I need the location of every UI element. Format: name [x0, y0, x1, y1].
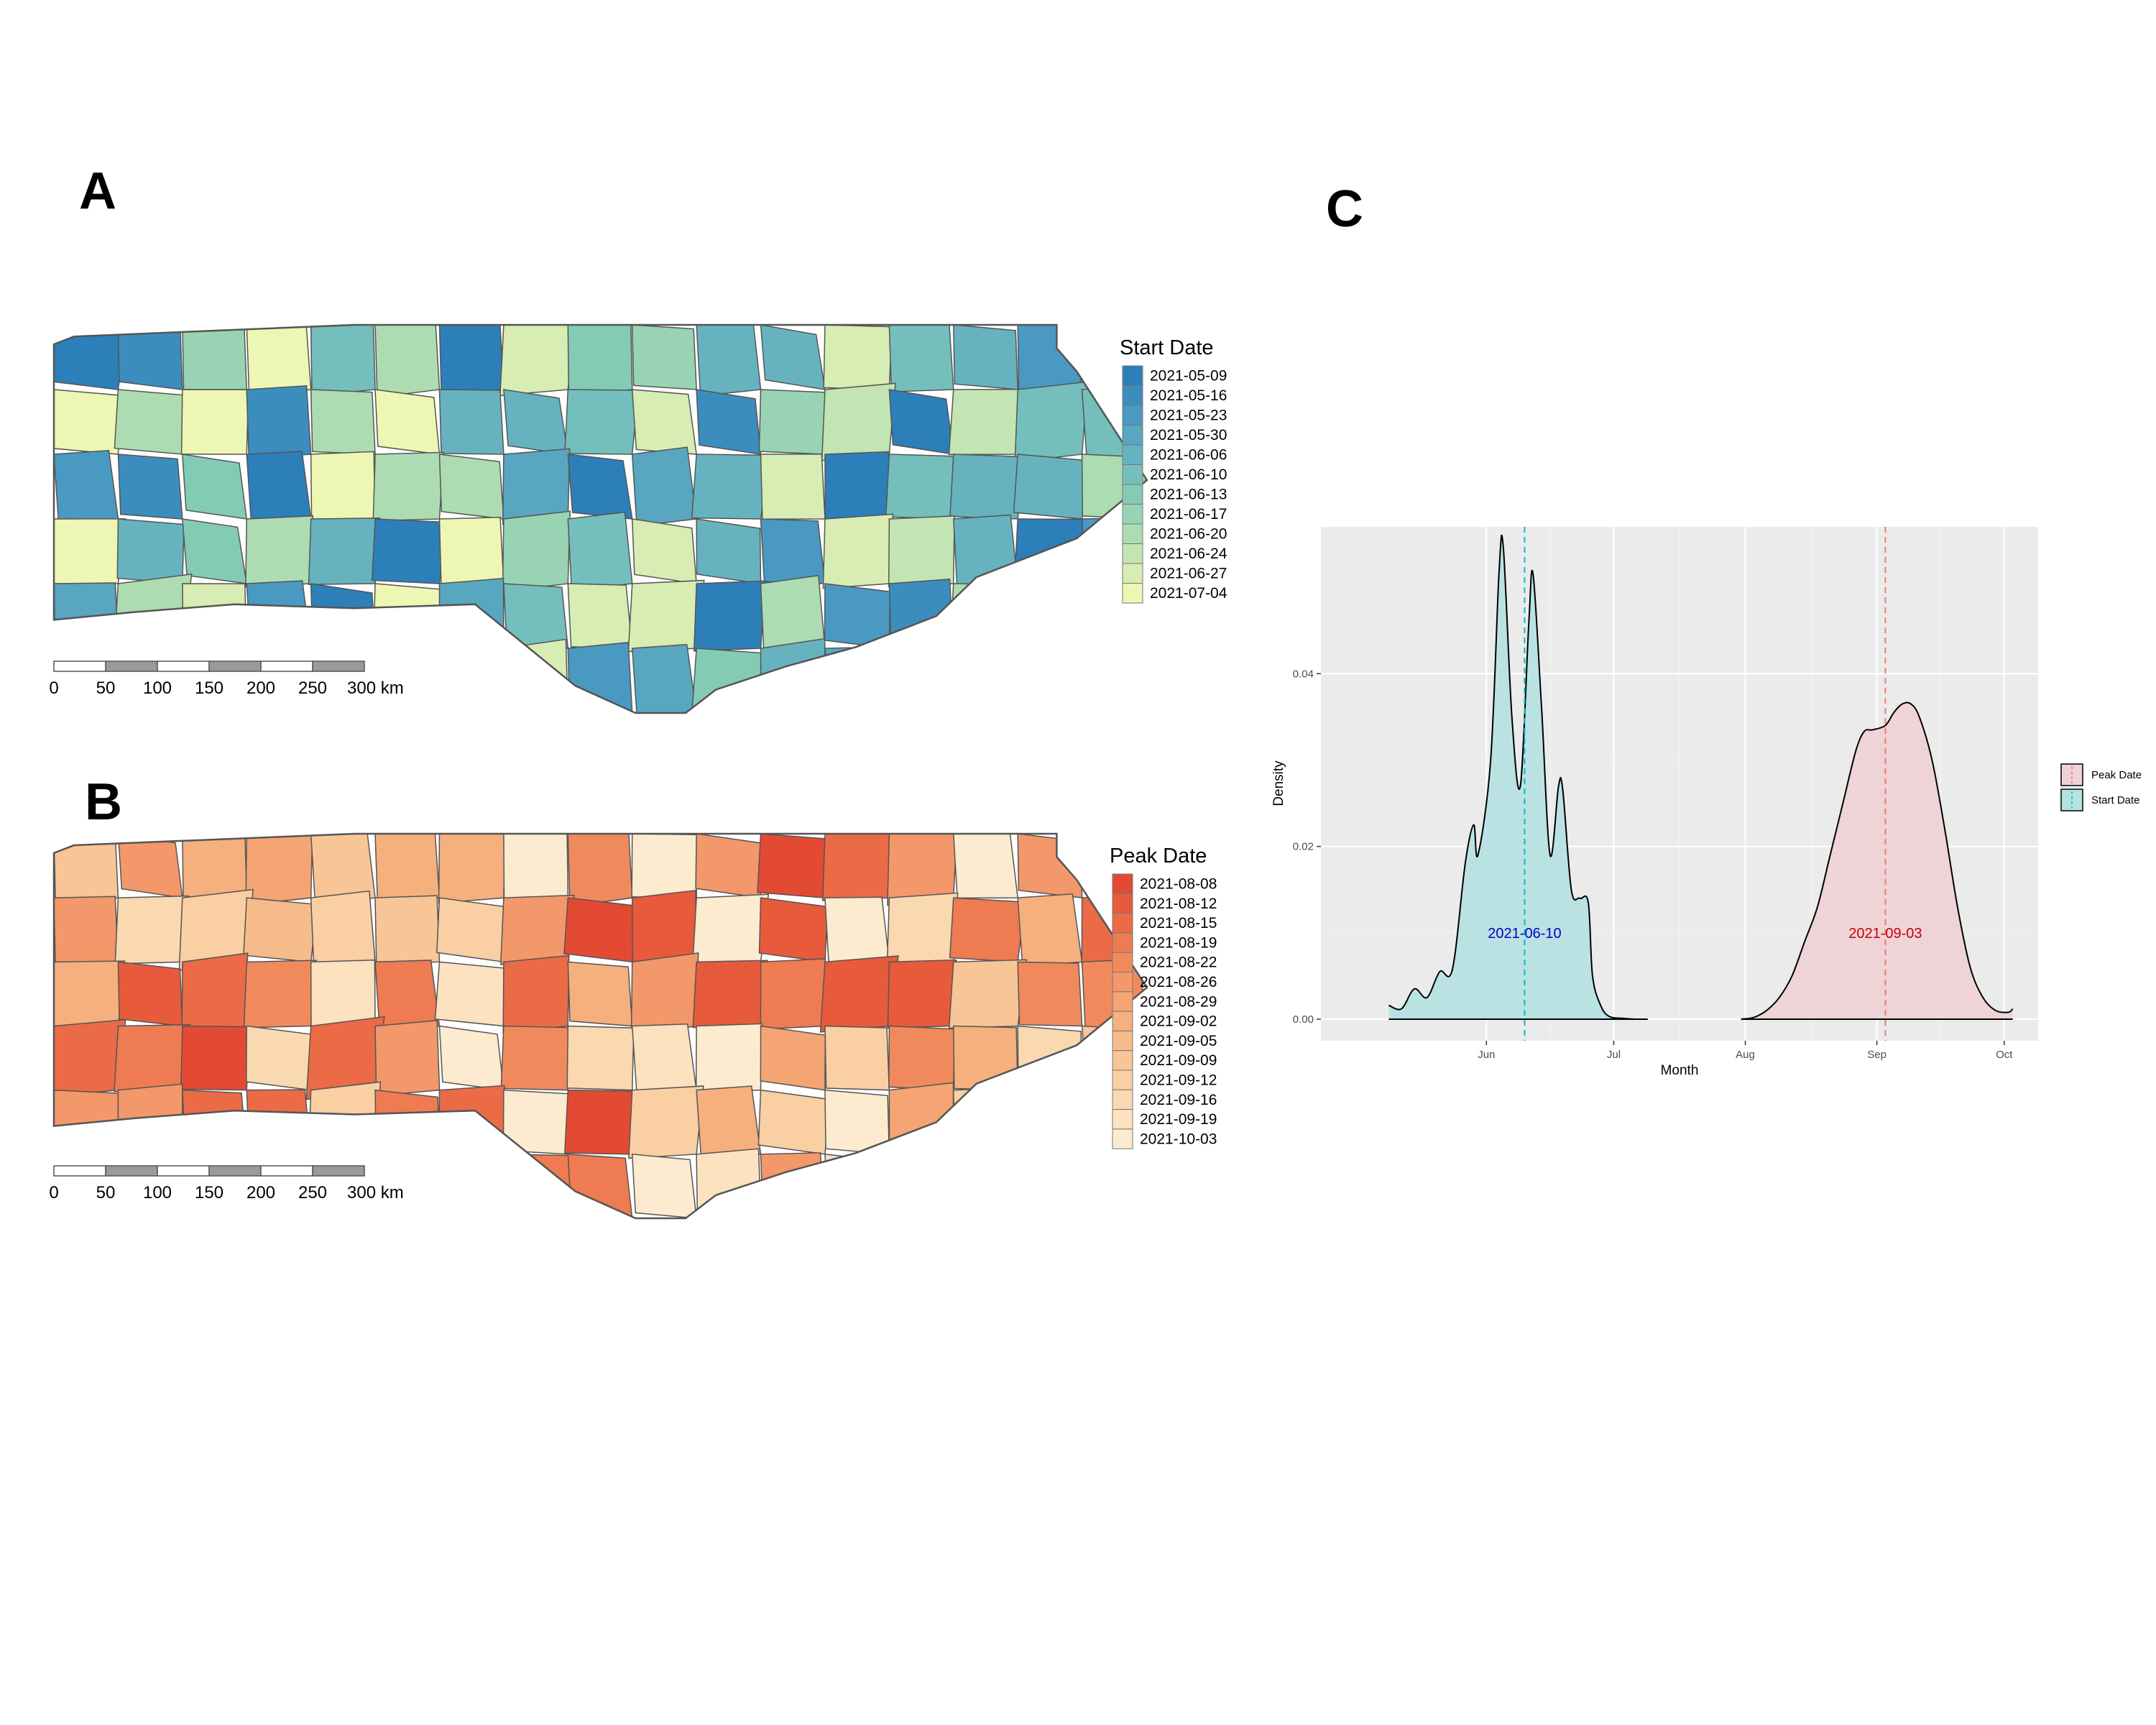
density-area-peak-date: [1741, 702, 2013, 1019]
y-tick-label: 0.04: [1293, 668, 1314, 680]
x-tick-label: Sep: [1867, 1049, 1886, 1061]
y-tick-label: 0.02: [1293, 841, 1314, 853]
y-tick-label: 0.00: [1293, 1013, 1314, 1026]
median-lines: [1524, 527, 1886, 1041]
median-annotations: 2021-06-10 2021-09-03: [1488, 926, 1922, 942]
panel-b-label: B: [85, 773, 122, 831]
x-axis-ticks: Jun Jul Aug Sep Oct: [1478, 1041, 2013, 1061]
density-curve-start-date: [1388, 534, 1648, 1021]
y-axis-title: Density: [1271, 760, 1286, 806]
density-areas: [1388, 534, 2014, 1021]
x-tick-label: Jun: [1478, 1049, 1495, 1061]
density-curve-peak-date: [1741, 702, 2014, 1020]
median-annotation: 2021-06-10: [1488, 926, 1561, 942]
panel-a-label: A: [79, 162, 116, 220]
x-tick-label: Oct: [1996, 1049, 2013, 1061]
x-tick-label: Jul: [1607, 1049, 1621, 1061]
x-axis-title: Month: [1661, 1063, 1699, 1078]
chart-legend: Peak Date Start Date: [2060, 763, 2142, 811]
legend-label: Peak Date: [2091, 769, 2142, 781]
panel-c-label: C: [1326, 180, 1363, 238]
legend-label: Start Date: [2091, 794, 2140, 806]
x-tick-label: Aug: [1736, 1049, 1755, 1061]
density-area-start-date: [1388, 535, 1648, 1020]
y-axis-ticks: 0.00 0.02 0.04: [1293, 668, 1321, 1026]
median-annotation: 2021-09-03: [1848, 926, 1922, 942]
